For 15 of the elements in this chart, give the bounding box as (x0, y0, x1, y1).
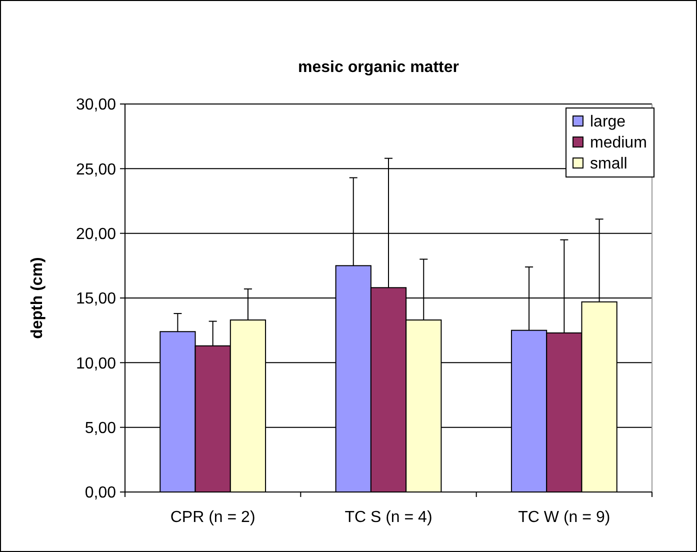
legend-label: large (590, 114, 626, 131)
y-axis-title: depth (cm) (29, 257, 46, 339)
y-tick-label: 5,00 (84, 420, 116, 437)
y-tick-label: 10,00 (76, 355, 116, 372)
y-tick-label: 0,00 (84, 484, 116, 502)
x-tick-label: TC S (n = 4) (344, 509, 432, 526)
y-tick-label: 30,00 (76, 96, 116, 114)
x-tick-label: TC W (n = 9) (518, 509, 610, 526)
y-tick-label: 20,00 (76, 226, 116, 243)
x-tick-label: CPR (n = 2) (170, 509, 256, 526)
legend-label: medium (590, 134, 647, 152)
y-tick-label: 25,00 (76, 161, 116, 178)
y-tick-label: 15,00 (76, 290, 116, 308)
chart-title: mesic organic matter (298, 59, 459, 76)
legend-label: small (590, 156, 628, 173)
